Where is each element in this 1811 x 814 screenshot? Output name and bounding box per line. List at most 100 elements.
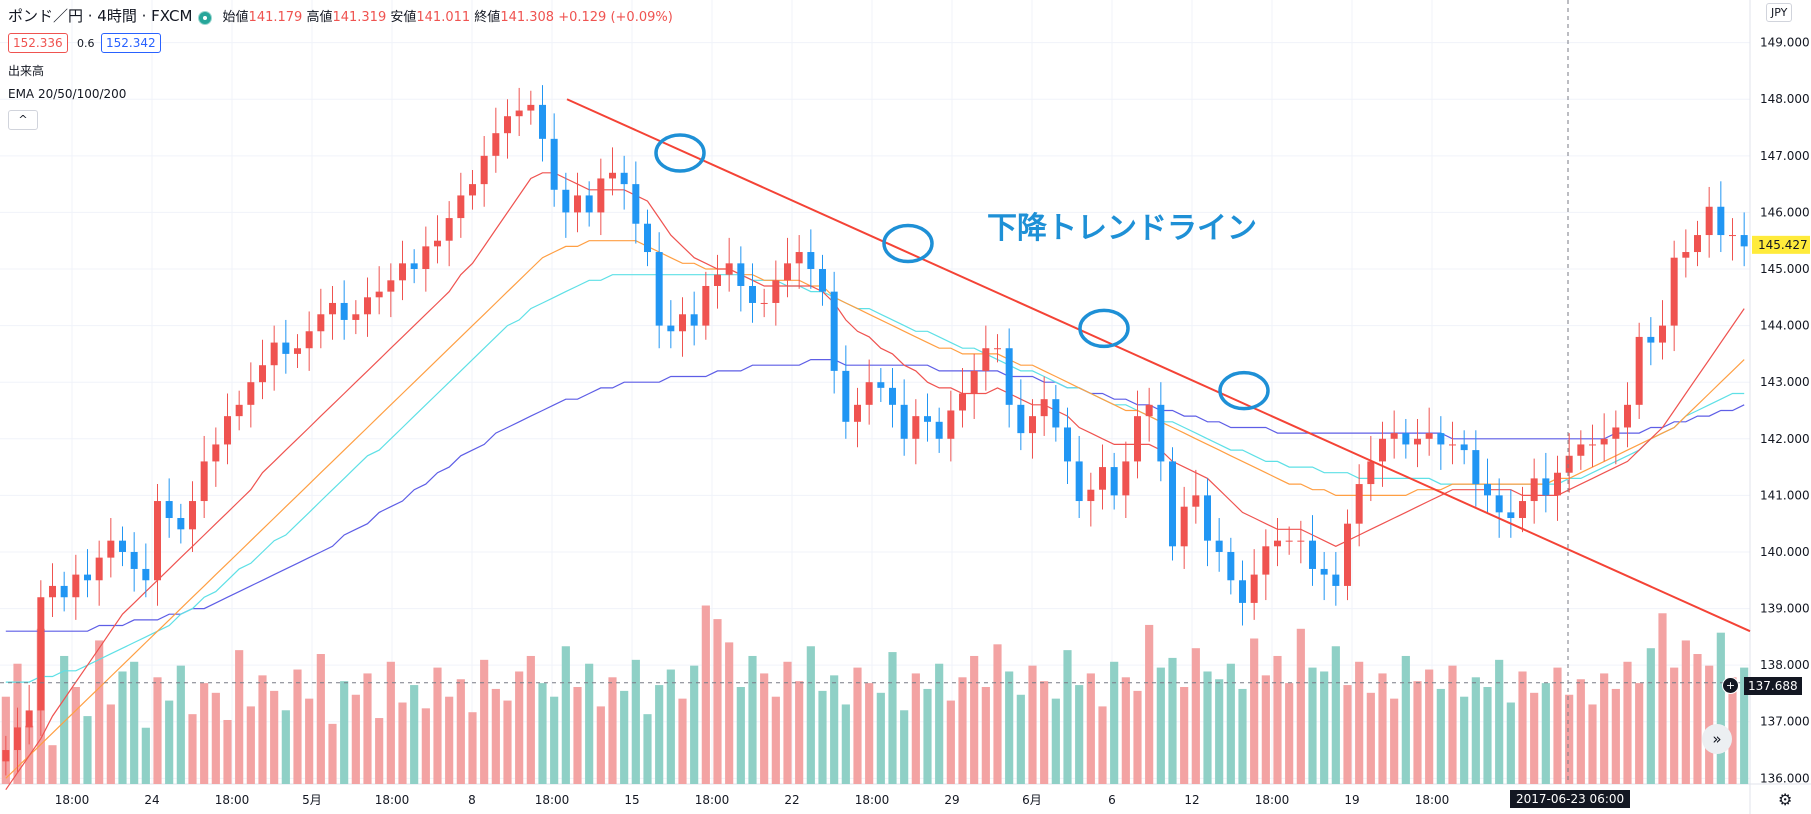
candle-body	[877, 382, 885, 388]
downtrend-line	[566, 98, 1751, 633]
symbol-title[interactable]: ポンド／円 · 4時間 · FXCM	[8, 7, 193, 25]
candle-body	[1717, 206, 1725, 236]
candle-body	[1157, 404, 1165, 462]
candle-body	[1577, 444, 1585, 456]
candle-body	[574, 195, 581, 213]
volume-bar	[1646, 648, 1655, 784]
volume-bar	[293, 669, 302, 784]
candle-body	[527, 104, 535, 111]
volume-bar	[538, 683, 547, 784]
volume-bar	[841, 704, 850, 784]
candle-body	[1110, 467, 1118, 496]
candle-body	[375, 291, 383, 298]
candle-body	[1472, 450, 1480, 485]
volume-bar	[1448, 665, 1457, 784]
volume-bar	[923, 688, 932, 784]
volume-bar	[1576, 679, 1585, 784]
volume-bar	[491, 688, 500, 784]
volume-bar	[1063, 650, 1072, 784]
candle-body	[970, 370, 978, 394]
volume-bar	[748, 655, 757, 784]
volume-bar	[1121, 677, 1130, 784]
volume-bar	[468, 712, 477, 784]
volume-bar	[865, 683, 874, 784]
volume-bar	[1331, 646, 1340, 784]
volume-bar	[386, 661, 395, 784]
candle-body	[317, 314, 325, 332]
volume-bar	[876, 692, 885, 784]
candle-body	[469, 184, 476, 196]
candle-body	[224, 416, 231, 445]
price-tick-label: 144.000	[1760, 319, 1810, 333]
candle-body	[1087, 489, 1095, 502]
candle-body	[690, 314, 698, 326]
candle-body	[900, 404, 908, 439]
currency-button[interactable]: JPY	[1766, 3, 1793, 22]
candle-body	[410, 263, 418, 270]
high-value: 141.319	[332, 10, 387, 25]
candle-body	[37, 597, 45, 711]
volume-bar	[480, 659, 489, 784]
candle-body	[1682, 252, 1690, 258]
volume-bar	[1238, 688, 1247, 784]
collapse-indicators-button[interactable]: ^	[8, 110, 38, 130]
crosshair-date-label: 2017-06-23 06:00	[1510, 790, 1631, 808]
candle-body	[772, 280, 780, 303]
volume-bar	[48, 745, 57, 784]
ema200-line	[5, 359, 1745, 632]
volume-bar	[305, 698, 314, 784]
volume-bar	[200, 683, 209, 784]
candle-body	[189, 501, 196, 530]
candle-body	[924, 416, 931, 422]
candle-body	[1250, 574, 1258, 603]
price-tick-label: 142.000	[1760, 432, 1810, 446]
candle-body	[935, 421, 943, 439]
candle-body	[504, 116, 511, 134]
volume-bar	[853, 667, 862, 784]
volume-bar	[958, 677, 967, 784]
time-tick-label: 18:00	[855, 793, 890, 807]
volume-bar	[1390, 698, 1399, 784]
candle-body	[1180, 506, 1188, 547]
ema-indicator-label[interactable]: EMA 20/50/100/200	[8, 87, 127, 101]
scroll-to-realtime-button[interactable]: »	[1702, 724, 1732, 754]
volume-bar	[235, 650, 244, 784]
price-tick-label: 139.000	[1760, 602, 1810, 616]
spread-value: 0.6	[77, 37, 95, 50]
candle-body	[632, 184, 640, 224]
add-alert-icon[interactable]: +	[1722, 677, 1739, 694]
candle-body	[1635, 336, 1643, 405]
volume-bar	[900, 710, 909, 784]
volume-bar	[1203, 671, 1212, 784]
candle-body	[562, 189, 570, 213]
candle-body	[1122, 461, 1130, 496]
volume-bar	[1600, 673, 1609, 784]
volume-bar	[1588, 704, 1597, 784]
candle-body	[784, 263, 791, 281]
volume-bar	[141, 727, 150, 784]
volume-bar	[1308, 667, 1317, 784]
candle-body	[1262, 546, 1270, 575]
buy-price-button[interactable]: 152.342	[101, 33, 161, 53]
eye-icon[interactable]	[198, 10, 213, 25]
volume-bar	[71, 687, 80, 784]
volume-bar	[771, 696, 780, 784]
candle-body	[737, 263, 745, 286]
volume-bar	[130, 661, 139, 784]
candle-body	[434, 240, 441, 247]
volume-bar	[1226, 663, 1235, 784]
candle-body	[352, 314, 360, 320]
open-value: 141.179	[248, 10, 303, 25]
volume-bar	[1133, 690, 1142, 784]
volume-bar	[1541, 683, 1550, 784]
volume-indicator-label[interactable]: 出来高	[8, 64, 45, 78]
candle-body	[119, 540, 126, 552]
candle-body	[865, 382, 873, 405]
candle-body	[1694, 235, 1701, 253]
time-tick-label: 18:00	[375, 793, 410, 807]
price-tick-label: 146.000	[1760, 205, 1810, 219]
candle-body	[1460, 444, 1468, 451]
sell-price-button[interactable]: 152.336	[8, 33, 68, 53]
gear-icon[interactable]: ⚙	[1778, 790, 1793, 809]
